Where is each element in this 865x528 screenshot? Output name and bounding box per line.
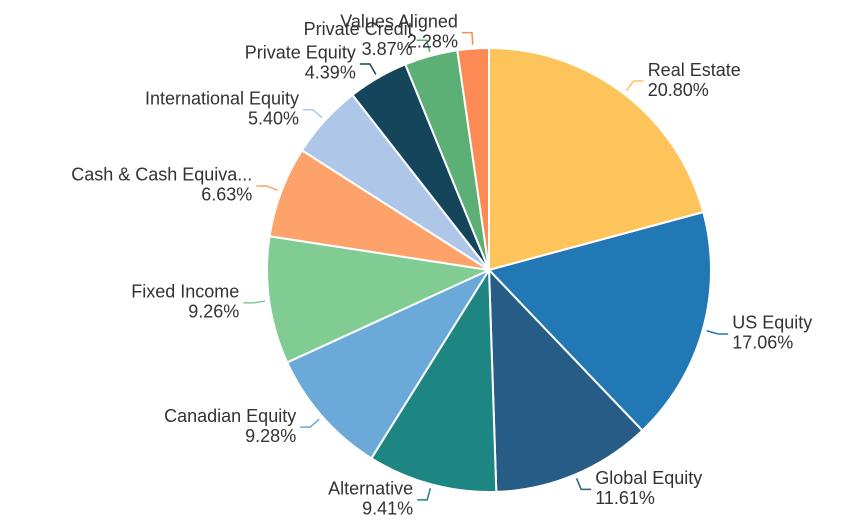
leader-line	[417, 488, 432, 501]
leader-line	[300, 418, 320, 428]
slice-label: Real Estate	[648, 60, 741, 80]
slice-value-label: 11.61%	[595, 488, 655, 508]
leader-line	[243, 300, 266, 304]
slice-value-label: 5.40%	[248, 108, 299, 128]
pie-slice	[266, 235, 493, 364]
slice-label: Global Equity	[595, 468, 702, 488]
slice-value-label: 20.80%	[648, 80, 709, 100]
slice-label: Canadian Equity	[164, 406, 296, 426]
slice-value-label: 17.06%	[732, 333, 793, 353]
slice-label: Private Credit	[304, 19, 413, 39]
leader-line	[461, 31, 474, 45]
slice-value-label: 9.41%	[362, 499, 413, 519]
leader-line	[256, 185, 278, 191]
slice-value-label: 3.87%	[362, 39, 413, 59]
leader-line	[706, 330, 729, 335]
pie-slice	[487, 210, 712, 432]
leader-line	[303, 108, 323, 119]
slice-value-label: 9.28%	[245, 426, 296, 446]
slice-label: International Equity	[145, 88, 299, 108]
pie-slice	[370, 266, 498, 493]
slice-value-label: 9.26%	[188, 302, 239, 322]
pie-slice	[285, 267, 492, 460]
slice-label: Values Aligned	[340, 11, 458, 31]
slice-value-label: 4.39%	[305, 63, 356, 83]
slice-value-label: 6.63%	[201, 185, 252, 205]
slice-label: US Equity	[732, 313, 812, 333]
pie-slice	[487, 267, 644, 493]
leader-line	[625, 80, 644, 92]
slice-value-label: 2.28%	[407, 31, 458, 51]
slice-label: Alternative	[328, 479, 413, 499]
leader-line	[416, 39, 431, 53]
pie-slice	[456, 46, 490, 271]
leader-line	[575, 478, 592, 491]
slice-label: Private Equity	[245, 43, 356, 63]
slice-label: Fixed Income	[131, 282, 239, 302]
slice-label: Cash & Cash Equiva...	[71, 165, 252, 185]
pie-slice	[488, 46, 705, 272]
leader-line	[359, 63, 377, 75]
